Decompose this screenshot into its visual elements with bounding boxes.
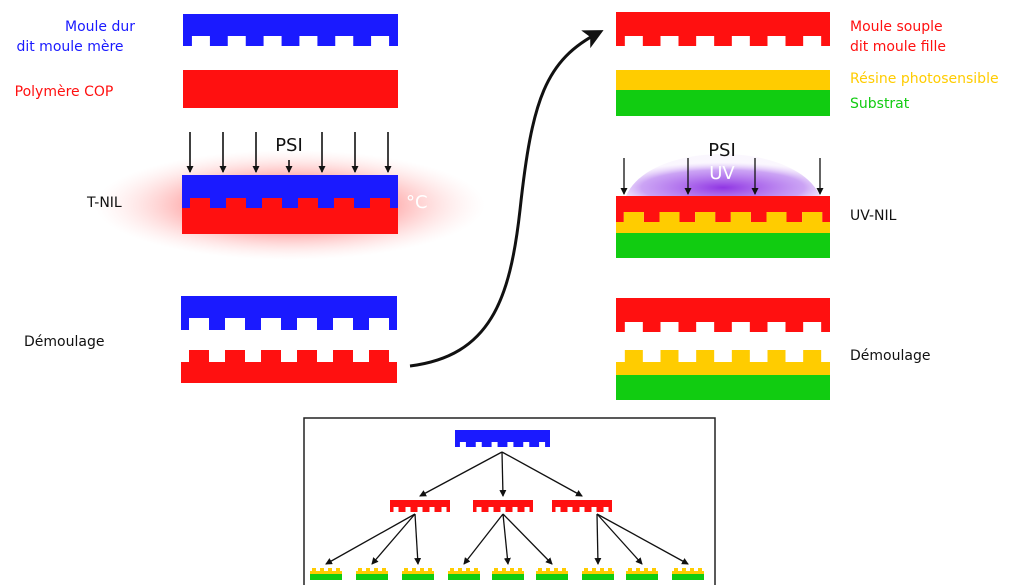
substrate-label: Substrat xyxy=(850,96,910,112)
hard-mold-label-line1: Moule dur xyxy=(65,19,135,35)
tree-arrow xyxy=(596,513,643,565)
tnil-polymer xyxy=(182,198,398,234)
tree-arrow xyxy=(594,513,602,565)
tree-replica-substrate xyxy=(356,574,388,580)
tree-replica-substrate xyxy=(582,574,614,580)
hard-mold-label-line2: dit moule mère xyxy=(16,39,123,55)
tree-replica-substrate xyxy=(672,574,704,580)
tree-arrow xyxy=(414,513,422,565)
demold-label-right: Démoulage xyxy=(850,348,930,364)
polymer-cop-block xyxy=(183,70,398,108)
replication-tree xyxy=(310,430,704,580)
tree-arrow xyxy=(501,451,583,497)
substrate-layer xyxy=(616,90,830,116)
demold-hard-mold xyxy=(181,296,397,330)
uvnil-soft-mold xyxy=(616,196,830,222)
uvnil-resin xyxy=(616,212,830,233)
tree-soft-mold xyxy=(473,500,533,512)
tree-arrow xyxy=(502,513,553,565)
tree-arrow xyxy=(463,513,504,565)
pressure-label-left: PSI xyxy=(275,135,303,156)
resin-layer xyxy=(616,70,830,90)
soft-mold-shape xyxy=(616,12,830,46)
demold-substrate xyxy=(616,375,830,400)
temperature-label: °C xyxy=(406,192,428,213)
tree-replica-resin xyxy=(626,568,658,574)
tree-replica-resin xyxy=(402,568,434,574)
tree-arrow xyxy=(419,451,503,497)
tree-soft-mold xyxy=(552,500,612,512)
pressure-arrows-left xyxy=(186,132,392,173)
pressure-label-right: PSI xyxy=(708,140,736,161)
tree-replica-resin xyxy=(310,568,342,574)
tree-arrow xyxy=(325,513,416,565)
tree-arrow xyxy=(596,513,689,565)
uvnil-substrate xyxy=(616,233,830,258)
tree-replica-resin xyxy=(448,568,480,574)
transfer-arrow xyxy=(409,30,604,368)
tnil-hard-mold xyxy=(182,175,398,208)
hard-mold-shape xyxy=(183,14,398,46)
tree-soft-mold xyxy=(390,500,450,512)
resin-label: Résine photosensible xyxy=(850,71,999,87)
tree-replica-resin xyxy=(672,568,704,574)
tree-replica-resin xyxy=(492,568,524,574)
demold-soft-mold xyxy=(616,298,830,332)
demold-resin-replica xyxy=(616,350,830,375)
tree-arrow xyxy=(371,513,416,565)
tree-arrow xyxy=(499,451,507,497)
soft-mold-label-line1: Moule souple xyxy=(850,19,943,35)
tree-replica-substrate xyxy=(492,574,524,580)
tree-replica-resin xyxy=(356,568,388,574)
uv-label: UV xyxy=(709,163,735,184)
soft-mold-label-line2: dit moule fille xyxy=(850,39,946,55)
tree-replica-resin xyxy=(536,568,568,574)
polymer-cop-label: Polymère COP xyxy=(15,84,114,100)
tree-replica-substrate xyxy=(626,574,658,580)
tree-replica-substrate xyxy=(448,574,480,580)
uvnil-label: UV-NIL xyxy=(850,208,897,224)
tree-arrow xyxy=(502,513,511,565)
tnil-label: T-NIL xyxy=(86,195,122,211)
tree-replica-substrate xyxy=(536,574,568,580)
uv-glow xyxy=(626,154,820,196)
tree-replica-substrate xyxy=(402,574,434,580)
demold-polymer-replica xyxy=(181,350,397,383)
tree-hard-mold xyxy=(455,430,550,447)
demold-label-left: Démoulage xyxy=(24,334,104,350)
tree-replica-substrate xyxy=(310,574,342,580)
pressure-arrows-right xyxy=(620,158,824,195)
tree-replica-resin xyxy=(582,568,614,574)
